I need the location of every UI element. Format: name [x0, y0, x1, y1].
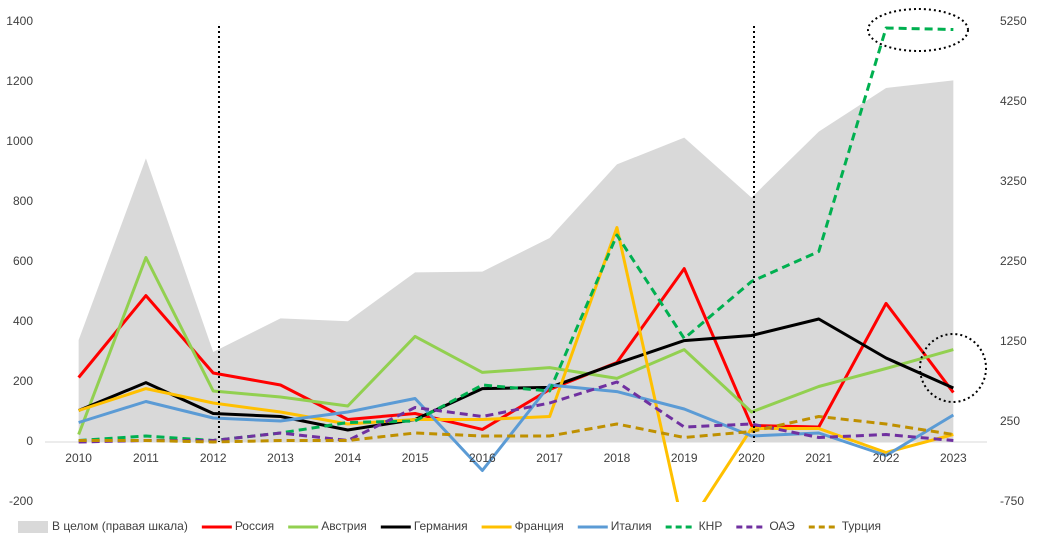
highlight — [919, 333, 987, 403]
x-tick-label: 2011 — [133, 451, 159, 465]
y-tick-label: -200 — [9, 494, 33, 508]
y2-tick-label: 5250 — [1000, 14, 1027, 28]
legend-label: Франция — [515, 519, 564, 533]
legend-label: Россия — [235, 519, 274, 533]
line — [78, 383, 955, 472]
legend-label: Австрия — [321, 519, 367, 533]
x-tick-label: 2018 — [604, 451, 631, 465]
line — [78, 415, 954, 444]
y-tick-label: 800 — [13, 194, 33, 208]
y-tick-label: 400 — [13, 314, 33, 328]
legend-label: В целом (правая шкала) — [52, 519, 188, 533]
x-tick-label: 2014 — [334, 451, 361, 465]
highlight — [867, 8, 969, 52]
x-tick-label: 2023 — [940, 451, 967, 465]
plot-area — [45, 26, 987, 502]
x-tick-label: 2019 — [671, 451, 698, 465]
y-tick-label: 200 — [13, 374, 33, 388]
area — [78, 80, 954, 443]
x-tick-label: 2020 — [738, 451, 765, 465]
x-tick-label: 2021 — [805, 451, 832, 465]
x-tick-label: 2017 — [536, 451, 563, 465]
x-tick-label: 2013 — [267, 451, 294, 465]
x-tick-label: 2012 — [200, 451, 227, 465]
y-tick-label: 600 — [13, 254, 33, 268]
legend-swatch — [18, 521, 48, 533]
y2-tick-label: 2250 — [1000, 254, 1027, 268]
y2-tick-label: 3250 — [1000, 174, 1027, 188]
legend-label: Италия — [611, 519, 652, 533]
y-tick-label: 1000 — [6, 134, 33, 148]
x-tick-label: 2015 — [402, 451, 429, 465]
legend-label: КНР — [699, 519, 723, 533]
line — [78, 380, 954, 444]
line — [77, 256, 954, 436]
y2-tick-label: 1250 — [1000, 334, 1027, 348]
y2-tick-label: -750 — [1000, 494, 1024, 508]
legend-label: Турция — [842, 519, 881, 533]
legend-label: Германия — [414, 519, 468, 533]
annotations — [218, 8, 987, 442]
y2-tick-label: 4250 — [1000, 94, 1027, 108]
y-tick-label: 1400 — [6, 14, 33, 28]
y-tick-label: 0 — [26, 434, 33, 448]
line — [78, 226, 954, 502]
y-tick-label: 1200 — [6, 74, 33, 88]
x-tick-label: 2016 — [469, 451, 496, 465]
legend-label: ОАЭ — [769, 519, 795, 533]
y2-tick-label: 250 — [1000, 414, 1020, 428]
x-tick-label: 2022 — [873, 451, 900, 465]
x-tick-label: 2010 — [65, 451, 92, 465]
